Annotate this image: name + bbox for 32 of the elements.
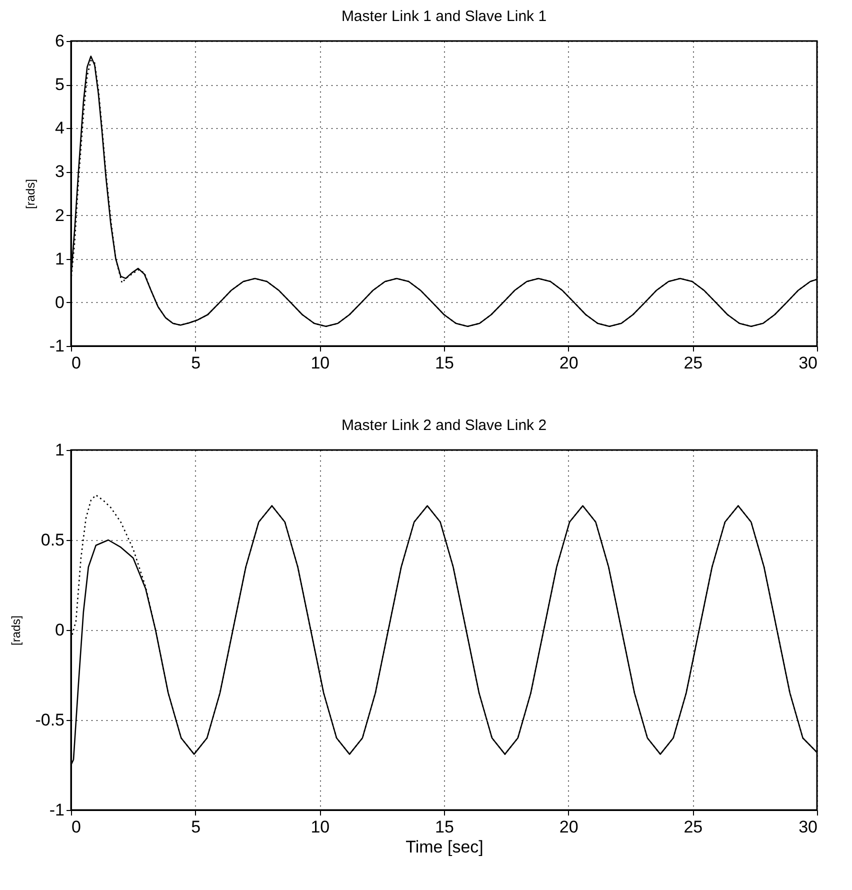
y-tick-label: 2: [55, 206, 64, 225]
x-tick-label: 20: [559, 818, 578, 836]
x-tick-label: 15: [435, 354, 454, 372]
y-tick-label: 0: [55, 620, 64, 640]
y-tick-label: -1: [49, 800, 64, 820]
y-tick-label: 6: [55, 32, 64, 50]
x-tick-label: 0: [72, 354, 81, 372]
y-tick-label: 0: [55, 292, 64, 312]
x-tick-label: 0: [72, 818, 81, 836]
y-tick-label: 3: [55, 162, 64, 182]
y-tick-label: 1: [55, 440, 64, 460]
x-tick-label: 15: [435, 818, 454, 836]
y-tick-label: 5: [55, 75, 64, 94]
x-tick-label: 10: [310, 818, 330, 836]
y-axis-title: [rads]: [23, 178, 38, 210]
x-tick-label: 30: [798, 354, 818, 372]
chart-title: Master Link 1 and Slave Link 1: [341, 8, 547, 25]
x-tick-label: 25: [684, 354, 703, 372]
y-tick-label: -1: [49, 336, 64, 356]
x-tick-label: 25: [684, 818, 703, 836]
x-tick-label: 10: [310, 354, 330, 372]
y-tick-label: 1: [55, 249, 64, 268]
chart-title: Master Link 2 and Slave Link 2: [341, 417, 547, 434]
x-tick-label: 5: [191, 354, 201, 372]
x-tick-label: 20: [559, 354, 578, 372]
x-tick-label: 5: [191, 818, 201, 836]
x-axis-title: Time [sec]: [406, 838, 484, 856]
y-tick-label: 4: [55, 118, 64, 138]
y-tick-label: -0.5: [35, 710, 64, 730]
y-axis-title: [rads]: [9, 615, 24, 646]
x-tick-label: 30: [798, 818, 818, 836]
y-tick-label: 0.5: [40, 530, 64, 550]
